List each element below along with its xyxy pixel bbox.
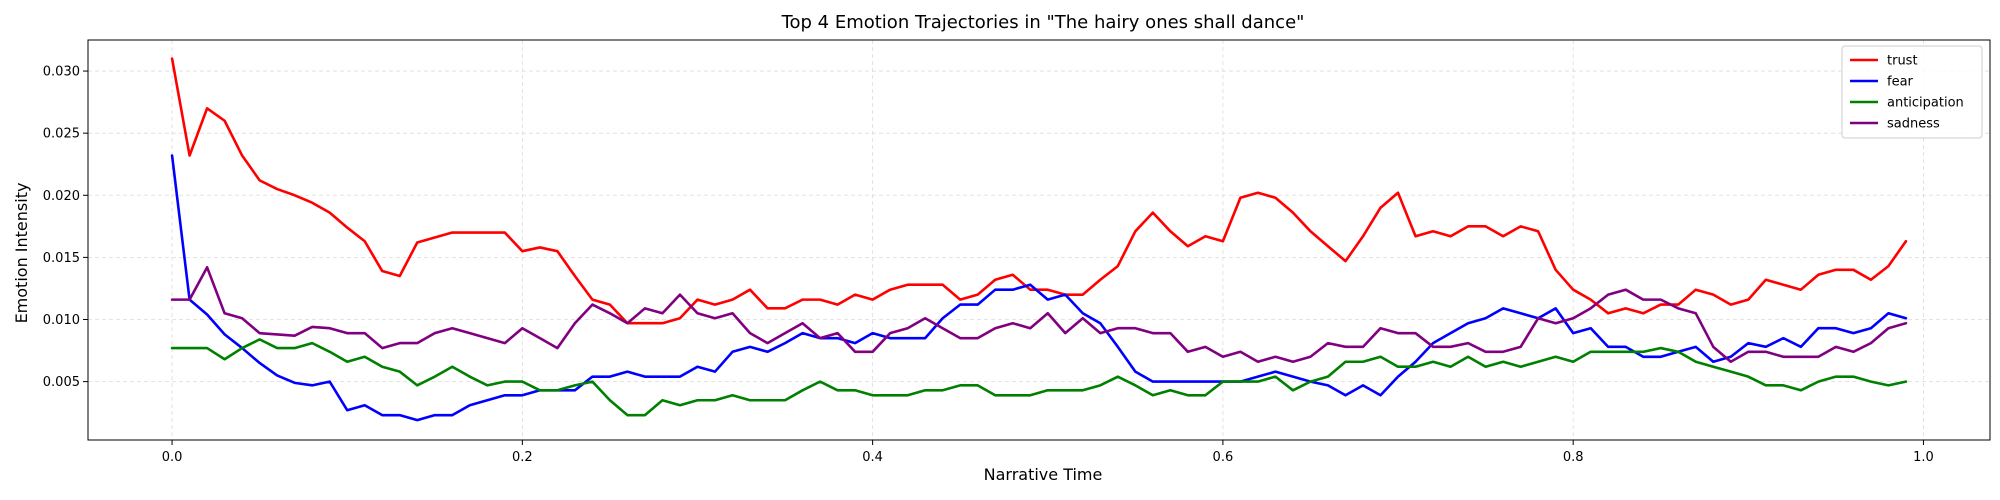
legend-label-sadness: sadness [1887,117,1940,132]
plot-area-frame [87,39,1991,441]
series-line-fear [170,154,1908,422]
series-lines [170,57,1908,422]
x-axis-label: Narrative Time [984,465,1103,484]
series-line-trust [170,57,1908,325]
chart-title: Top 4 Emotion Trajectories in "The hairy… [781,12,1305,33]
y-tick-label: 0.020 [43,189,80,204]
axis-ticks: 0.0 0.2 0.4 0.6 0.8 1.0 0.005 0.010 0.015 0.020 0.… [43,65,1934,465]
y-axis-label: Emotion Intensity [12,183,31,324]
legend-label-fear: fear [1887,75,1914,90]
y-tick-label: 0.010 [43,313,80,328]
y-tick-label: 0.015 [43,251,80,266]
series-line-sadness [170,266,1908,364]
x-tick-label: 0.8 [1563,450,1584,465]
legend-label-anticipation: anticipation [1887,96,1964,111]
legend: trust fear anticipation sadness [1841,45,1983,139]
grid [88,40,1990,440]
x-tick-label: 1.0 [1913,450,1934,465]
x-tick-label: 0.0 [162,450,183,465]
y-tick-label: 0.025 [43,127,80,142]
x-tick-label: 0.6 [1213,450,1234,465]
x-tick-label: 0.4 [862,450,883,465]
y-tick-label: 0.005 [43,375,80,390]
legend-label-trust: trust [1887,54,1918,69]
series-line-anticipation [170,338,1908,417]
y-tick-label: 0.030 [43,65,80,80]
legend-box [1841,45,1983,139]
x-tick-label: 0.2 [512,450,533,465]
